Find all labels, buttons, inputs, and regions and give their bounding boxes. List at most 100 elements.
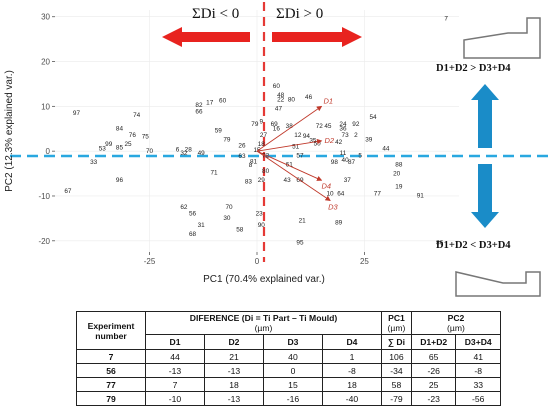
table-cell: 58 xyxy=(380,377,412,392)
score-point-label: 36 xyxy=(339,125,347,132)
score-point-label: 16 xyxy=(273,125,281,132)
score-point-label: 62 xyxy=(180,204,188,211)
loading-label: D4 xyxy=(321,181,331,190)
score-point-label: 85 xyxy=(116,144,124,151)
table-cell: -13 xyxy=(203,391,264,406)
table-cell: -16 xyxy=(262,391,323,406)
score-point-label: 87 xyxy=(348,159,356,166)
pc2-header-label: PC2 xyxy=(447,313,465,323)
score-point-label: 60 xyxy=(219,98,227,105)
score-point-label: 27 xyxy=(260,132,268,139)
score-point-label: 66 xyxy=(195,108,203,115)
score-point-label: 73 xyxy=(342,132,350,139)
score-point-label: 96 xyxy=(116,177,124,184)
score-point-label: 33 xyxy=(90,159,98,166)
blue-up-arrow xyxy=(471,84,499,148)
score-point-label: 40 xyxy=(342,157,350,164)
score-point-label: 97 xyxy=(73,110,81,117)
table-cell: 106 xyxy=(380,349,412,364)
score-point-label: 17 xyxy=(206,99,214,106)
table-cell: 1 xyxy=(321,349,382,364)
x-axis-title: PC1 (70.4% explained var.) xyxy=(203,274,325,285)
score-point-label: 61 xyxy=(286,161,294,168)
score-point-label: 6 xyxy=(176,147,180,154)
score-point-label: 71 xyxy=(210,169,218,176)
score-point-label: 59 xyxy=(215,128,223,135)
score-point-label: 32 xyxy=(180,150,188,157)
table-cell: -10 xyxy=(145,391,205,406)
y-tick-label: 30 xyxy=(41,13,50,22)
table-row: 77 7 18 15 18 58 25 33 xyxy=(76,377,501,392)
score-point-label: 29 xyxy=(258,177,266,184)
left-red-arrow xyxy=(162,27,250,47)
score-point-label: 60 xyxy=(273,83,281,90)
score-point-label: 11 xyxy=(340,150,347,157)
table-cell: 56 xyxy=(76,363,146,378)
score-point-label: 99 xyxy=(105,141,113,148)
table-cell: 18 xyxy=(203,377,264,392)
top-right-condition: D1+D2 > D3+D4 xyxy=(436,63,511,74)
score-point-label: 39 xyxy=(365,137,373,144)
x-tick-label: -25 xyxy=(144,257,156,266)
y-tick-label: -20 xyxy=(38,237,50,246)
loading-arrow xyxy=(256,150,323,181)
y-tick-label: 20 xyxy=(41,58,50,67)
difference-header-label: DIFERENCE (Di = Ti Part – Ti Mould) xyxy=(189,313,338,323)
score-point-label: 92 xyxy=(352,121,360,128)
loading-vectors: D1 D2 D3 D4 xyxy=(256,96,338,211)
table-cell: 18 xyxy=(321,377,382,392)
x-tick-label: 25 xyxy=(360,257,369,266)
score-point-label: 49 xyxy=(198,150,206,157)
score-point-label: 64 xyxy=(337,190,345,197)
score-point-label: 19 xyxy=(395,184,403,191)
table-cell: 41 xyxy=(455,349,501,364)
score-point-label: 12 xyxy=(294,132,302,139)
score-point-label: 69 xyxy=(271,121,279,128)
bottom-right-condition: D1+D2 < D3+D4 xyxy=(436,240,511,251)
score-point-label: 45 xyxy=(324,123,332,130)
table-cell: -8 xyxy=(321,363,382,378)
difference-header: DIFERENCE (Di = Ti Part – Ti Mould) (µm) xyxy=(145,311,382,335)
score-point-label: 70 xyxy=(146,148,154,155)
score-point-label: 30 xyxy=(223,215,231,222)
score-point-label: 37 xyxy=(344,177,352,184)
score-point-label: 24 xyxy=(339,121,347,128)
score-point-label: 42 xyxy=(335,139,343,146)
table-row: 56 -13 -13 0 -8 -34 -26 -8 xyxy=(76,363,501,378)
score-point-label: 21 xyxy=(299,217,307,224)
score-point-label: 63 xyxy=(238,153,246,160)
table-cell: -26 xyxy=(410,363,457,378)
score-point-label: 70 xyxy=(226,204,234,211)
score-point-label: 44 xyxy=(382,146,390,153)
table-cell: 21 xyxy=(203,349,264,364)
table-cell: 44 xyxy=(145,349,205,364)
table-cell: 40 xyxy=(262,349,323,364)
pc2-header: PC2 (µm) xyxy=(410,311,502,335)
score-point-label: 89 xyxy=(335,220,343,227)
score-point-label: 46 xyxy=(305,94,313,101)
table-cell: -40 xyxy=(321,391,382,406)
score-point-label: 91 xyxy=(417,193,425,200)
table-cell: 33 xyxy=(455,377,501,392)
table-cell: 79 xyxy=(76,391,146,406)
pc1-header: PC1 (µm) xyxy=(380,311,412,335)
score-point-label: 72 xyxy=(316,123,324,130)
score-point-label: 25 xyxy=(125,141,133,148)
score-point-label: 20 xyxy=(393,170,401,177)
table-cell: 77 xyxy=(76,377,146,392)
y-tick-label: -10 xyxy=(38,192,50,201)
score-point-label: 2 xyxy=(354,132,358,139)
sub-header-d1d2: D1+D2 xyxy=(410,334,457,350)
pc1-header-label: PC1 xyxy=(388,313,405,323)
table-cell: 65 xyxy=(410,349,457,364)
score-point-label: 22 xyxy=(277,96,285,103)
score-point-label: 38 xyxy=(286,123,294,130)
table-row: 79 -10 -13 -16 -40 -79 -23 -56 xyxy=(76,391,501,406)
score-point-label: 83 xyxy=(245,178,253,185)
x-tick-label: 0 xyxy=(255,257,260,266)
table-cell: 7 xyxy=(145,377,205,392)
table-cell: -8 xyxy=(455,363,501,378)
